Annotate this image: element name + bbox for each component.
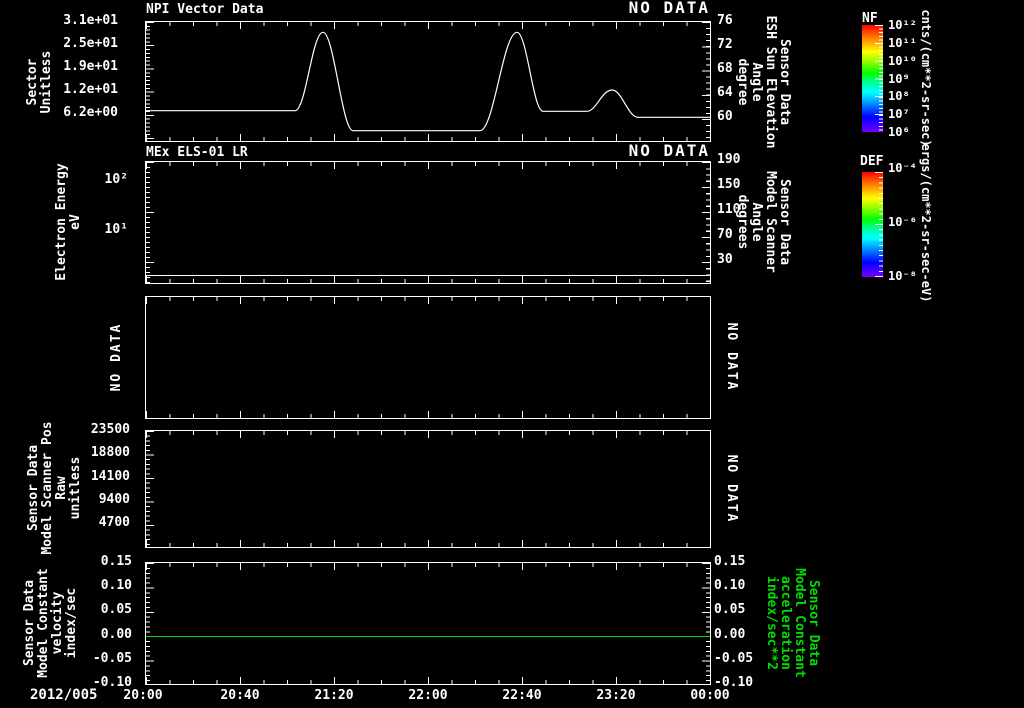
x-tick-label: 22:40: [502, 688, 542, 703]
colorbar-tick-label: 10⁻⁴: [888, 161, 917, 175]
panel1-left-ticks: [146, 22, 154, 141]
y-tick-label: 1.9e+01: [63, 59, 118, 74]
panel2-bottom-ticks: [146, 276, 710, 283]
panel2-left-axis-label: Electron Energy eV: [54, 163, 83, 281]
x-tick-label: 21:20: [314, 688, 354, 703]
y-tick-label: 72: [717, 37, 733, 52]
panel5-plot-area: [145, 562, 711, 685]
y-tick-label: 3.1e+01: [63, 13, 118, 28]
y-tick-label: 14100: [90, 469, 130, 484]
def-colorbar-ticks: [875, 172, 883, 277]
nf-colorbar-unit-label: cnts/(cm**2-sr-sec): [919, 9, 933, 147]
panel4-left-ticks: [146, 431, 154, 547]
y-tick-label: 23500: [90, 422, 130, 437]
y-tick-label: 0.10: [100, 578, 132, 593]
sun-elevation-curve: [146, 31, 710, 132]
y-tick-label: 1.2e+01: [63, 82, 118, 97]
y-tick-label: 18800: [90, 445, 130, 460]
x-tick-label: 00:00: [690, 688, 730, 703]
panel1-top-ticks: [146, 22, 710, 29]
panel2-right-axis-label: Sensor Data Model Scanner Angle degrees: [735, 171, 792, 273]
panel4-top-ticks: [146, 431, 710, 438]
y-tick-label: 9400: [98, 492, 130, 507]
y-tick-label: 10²: [104, 172, 128, 187]
colorbar-tick-label: 10⁶: [888, 125, 910, 139]
panel2-right-ticks: [702, 162, 710, 283]
y-tick-label: 190: [717, 152, 741, 167]
panel3-top-ticks: [146, 297, 710, 304]
nf-colorbar: [862, 25, 883, 132]
x-tick-label: 22:00: [408, 688, 448, 703]
x-tick-label: 20:00: [123, 688, 163, 703]
y-tick-label: 0.10: [714, 578, 746, 593]
colorbar-tick-label: 10⁻⁶: [888, 215, 917, 229]
def-colorbar-title: DEF: [860, 154, 884, 169]
def-colorbar-unit-label: ergs/(cm**2-sr-sec-eV): [919, 143, 933, 303]
x-axis-date-label: 2012/005: [30, 687, 98, 703]
panel1-bottom-ticks: [146, 134, 710, 141]
y-tick-label: 10¹: [104, 222, 128, 237]
y-tick-label: 110: [717, 202, 741, 217]
panel4-plot-area: [145, 430, 711, 548]
y-tick-label: 30: [717, 252, 733, 267]
panel5-left-ticks: [146, 563, 154, 684]
panel5-bottom-ticks: [146, 677, 710, 684]
y-tick-label: 150: [717, 177, 741, 192]
colorbar-tick-label: 10¹¹: [888, 36, 917, 50]
panel1-left-axis-label: Sector Unitless: [25, 50, 54, 114]
y-tick-label: 0.05: [100, 602, 132, 617]
panel2-baseline: [146, 275, 710, 276]
panel2-left-ticks: [146, 162, 154, 283]
panel3-plot-area: [145, 296, 711, 419]
colorbar-tick-label: 10⁹: [888, 72, 910, 86]
panel3-right-no-data-label: NO DATA: [724, 322, 739, 392]
y-tick-label: 4700: [98, 515, 130, 530]
colorbar-tick-label: 10¹⁰: [888, 54, 917, 68]
y-tick-label: 2.5e+01: [63, 36, 118, 51]
panel1-title: NPI Vector Data: [146, 2, 264, 17]
panel4-right-no-data-label: NO DATA: [724, 454, 739, 524]
x-tick-label: 23:20: [596, 688, 636, 703]
y-tick-label: 64: [717, 85, 733, 100]
y-tick-label: 0.00: [100, 627, 132, 642]
y-tick-label: -0.10: [92, 675, 132, 690]
y-tick-label: 0.05: [714, 602, 746, 617]
y-tick-label: 6.2e+00: [63, 105, 118, 120]
panel3-bottom-ticks: [146, 411, 710, 418]
panel1-no-data-label: NO DATA: [628, 0, 710, 17]
panel4-bottom-ticks: [146, 540, 710, 547]
panel1-plot-area: [145, 21, 711, 142]
nf-colorbar-ticks: [875, 25, 883, 132]
y-tick-label: 76: [717, 13, 733, 28]
y-tick-label: 68: [717, 61, 733, 76]
panel3-left-no-data-label: NO DATA: [109, 322, 124, 392]
y-tick-label: -0.05: [714, 651, 754, 666]
y-tick-label: 70: [717, 227, 733, 242]
x-tick-label: 20:40: [220, 688, 260, 703]
y-tick-label: -0.05: [92, 651, 132, 666]
panel2-no-data-label: NO DATA: [628, 141, 710, 160]
panel2-top-ticks: [146, 162, 710, 169]
y-tick-label: -0.10: [714, 675, 754, 690]
y-tick-label: 0.00: [714, 627, 746, 642]
y-tick-label: 0.15: [714, 554, 746, 569]
acceleration-zero-line: [146, 636, 710, 637]
panel2-plot-area: [145, 161, 711, 284]
def-colorbar: [862, 172, 883, 277]
panel5-left-axis-label: Sensor Data Model Constant velocity inde…: [22, 568, 79, 678]
nf-colorbar-title: NF: [862, 11, 878, 26]
panel5-right-axis-label: Sensor Data Model Constant acceleration …: [764, 568, 821, 678]
y-tick-label: 0.15: [100, 554, 132, 569]
colorbar-tick-label: 10¹²: [888, 18, 917, 32]
panel1-right-ticks: [702, 22, 710, 141]
panel2-title: MEx ELS-01 LR: [146, 145, 248, 160]
colorbar-tick-label: 10⁸: [888, 89, 910, 103]
colorbar-tick-label: 10⁷: [888, 107, 910, 121]
y-tick-label: 60: [717, 109, 733, 124]
panel5-top-ticks: [146, 563, 710, 570]
panel5-right-ticks: [702, 563, 710, 684]
colorbar-tick-label: 10⁻⁸: [888, 269, 917, 283]
